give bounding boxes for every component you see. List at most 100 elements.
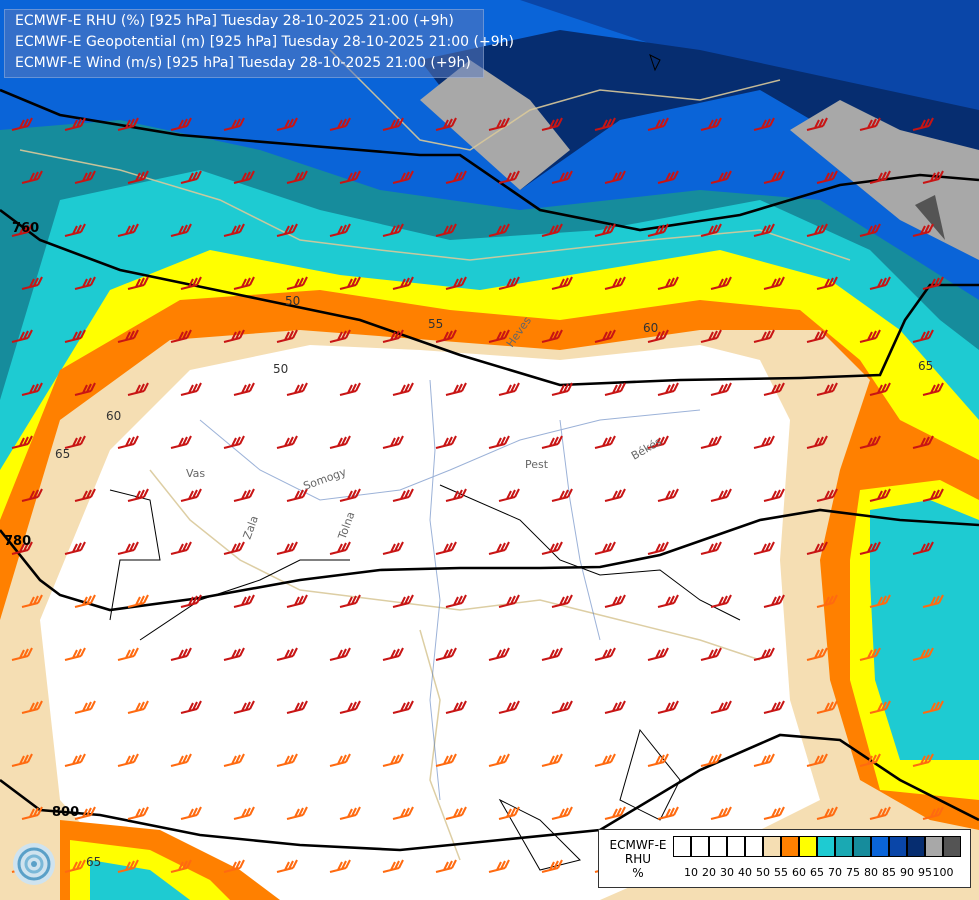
wind-barb: [753, 435, 775, 449]
rhu-label: 60: [643, 321, 658, 335]
wind-barb: [233, 806, 255, 820]
wind-barb: [753, 753, 775, 767]
wind-barb: [286, 594, 308, 608]
wind-barb: [329, 435, 351, 449]
legend-swatch: [673, 836, 691, 857]
legend-swatch: [835, 836, 853, 857]
wind-barb: [445, 488, 467, 502]
wind-barb: [594, 435, 616, 449]
wind-barb: [806, 435, 828, 449]
wind-barb: [170, 647, 192, 661]
wind-barb: [922, 170, 944, 184]
wind-barb: [922, 700, 944, 714]
wind-barb: [180, 170, 202, 184]
wind-barb: [710, 806, 732, 820]
wind-barb: [286, 382, 308, 396]
wind-barb: [445, 700, 467, 714]
wind-barb: [604, 700, 626, 714]
wind-barb: [816, 594, 838, 608]
wind-barb: [859, 435, 881, 449]
wind-barb: [127, 382, 149, 396]
legend-swatch: [799, 836, 817, 857]
wind-barb: [604, 170, 626, 184]
wind-barb: [763, 488, 785, 502]
wind-barb: [859, 117, 881, 131]
wind-barb: [435, 435, 457, 449]
wind-barb: [594, 223, 616, 237]
wind-barb: [435, 647, 457, 661]
wind-barb: [445, 806, 467, 820]
wind-barb: [223, 541, 245, 555]
wind-barb: [922, 806, 944, 820]
wind-barb: [763, 806, 785, 820]
wind-barb: [64, 859, 86, 873]
wind-barb: [180, 382, 202, 396]
wind-barb: [859, 329, 881, 343]
wind-barb: [604, 594, 626, 608]
rhu-band-90: [420, 30, 979, 240]
wind-barb: [806, 117, 828, 131]
wind-barb: [382, 753, 404, 767]
rhu-band-95a: [420, 60, 570, 190]
wind-barb: [329, 117, 351, 131]
rivers: [199, 379, 701, 801]
wind-barb: [700, 647, 722, 661]
wind-barb: [445, 382, 467, 396]
wind-barb: [912, 541, 934, 555]
rhu-label: 60: [106, 409, 121, 423]
wind-barb: [339, 488, 361, 502]
wind-barb: [392, 276, 414, 290]
wind-barb: [233, 170, 255, 184]
legend-tick: 60: [792, 866, 806, 879]
wind-barb: [551, 488, 573, 502]
wind-barb: [382, 117, 404, 131]
legend-swatch: [781, 836, 799, 857]
wind-barb: [382, 435, 404, 449]
wind-barb: [541, 647, 563, 661]
legend-label-unit: %: [632, 866, 644, 880]
wind-barb: [763, 276, 785, 290]
wind-barb: [329, 223, 351, 237]
wind-barb: [594, 117, 616, 131]
wind-barb: [498, 170, 520, 184]
wind-barb: [170, 541, 192, 555]
wind-barb: [11, 435, 33, 449]
wind-barb: [223, 435, 245, 449]
title-wind: ECMWF-E Wind (m/s) [925 hPa] Tuesday 28-…: [15, 55, 471, 71]
wind-barb: [869, 382, 891, 396]
wind-barb: [286, 276, 308, 290]
wind-barb: [223, 647, 245, 661]
wind-barb: [710, 276, 732, 290]
wind-barb: [445, 276, 467, 290]
wind-barb: [816, 382, 838, 396]
legend-swatch: [943, 836, 961, 857]
wind-barb: [806, 223, 828, 237]
rhu-band-85: [0, 0, 979, 120]
wind-barb: [339, 594, 361, 608]
wind-barb: [763, 382, 785, 396]
wind-barb: [869, 488, 891, 502]
wind-barb: [498, 594, 520, 608]
wind-barb: [435, 223, 457, 237]
wind-barb: [286, 806, 308, 820]
wind-barb: [74, 276, 96, 290]
wind-barb: [541, 223, 563, 237]
wind-barb: [869, 276, 891, 290]
wind-barb: [329, 859, 351, 873]
wind-barb: [710, 594, 732, 608]
legend-swatch: [709, 836, 727, 857]
wind-barb: [816, 700, 838, 714]
title-box: ECMWF-E RHU (%) [925 hPa] Tuesday 28-10-…: [4, 9, 514, 78]
wind-barb: [276, 329, 298, 343]
wind-barb: [806, 329, 828, 343]
legend-tick: 95: [918, 866, 932, 879]
wind-barb: [170, 859, 192, 873]
wind-barb: [657, 700, 679, 714]
wind-barb: [21, 806, 43, 820]
wind-barb: [64, 435, 86, 449]
wind-barb: [753, 647, 775, 661]
wind-barb: [551, 276, 573, 290]
wind-barb: [339, 276, 361, 290]
wind-barb: [551, 594, 573, 608]
wind-barb: [859, 541, 881, 555]
